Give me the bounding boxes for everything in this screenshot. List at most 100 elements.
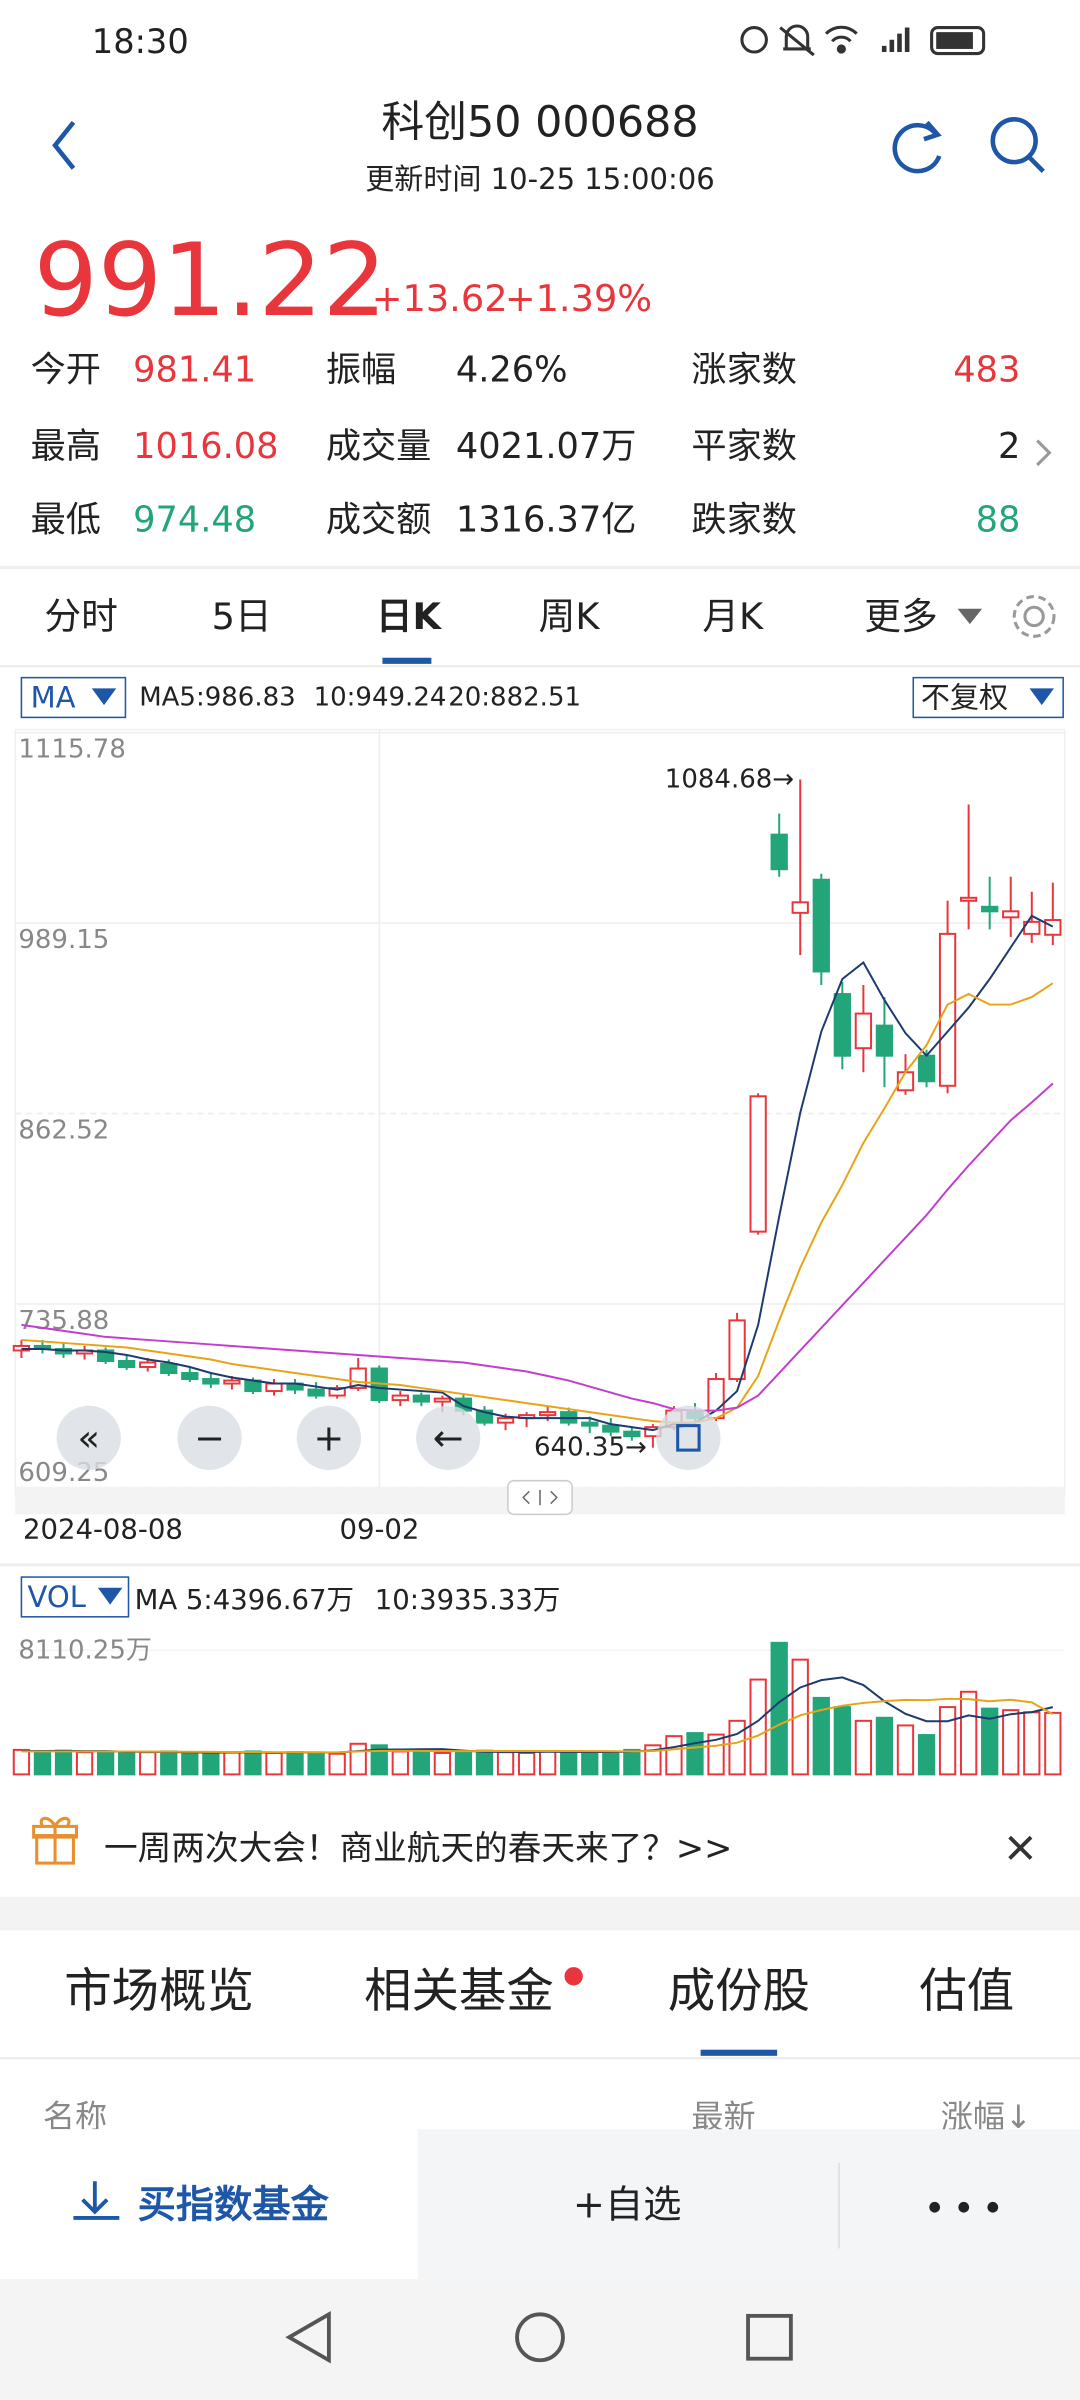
volume-bar [665, 1735, 683, 1776]
candle-body [391, 1394, 409, 1402]
volume-bar [96, 1750, 115, 1776]
volume-bar [412, 1751, 430, 1776]
settings-button[interactable] [1012, 595, 1056, 638]
volume-bar [202, 1752, 220, 1776]
period-tab[interactable]: 分时 [44, 595, 117, 638]
volume-bar [75, 1751, 94, 1776]
candle-body [833, 993, 851, 1057]
candle-body [875, 1024, 894, 1057]
volume-bar [875, 1716, 894, 1776]
period-tab[interactable]: 月K [702, 595, 764, 638]
title: 科创50 000688 [381, 97, 698, 147]
adjust-select[interactable] [912, 676, 1064, 719]
ma-line [21, 982, 1054, 1424]
divider [0, 2057, 1080, 2059]
candle-body [791, 901, 809, 914]
stat-label: 最低 [31, 500, 101, 541]
chart-frame [14, 728, 1066, 1496]
nav-recent[interactable] [746, 2313, 793, 2361]
stat-label: 跌家数 [691, 500, 797, 541]
volume-bar [33, 1750, 52, 1776]
candle-body [707, 1378, 725, 1420]
buy-area[interactable] [0, 2129, 418, 2280]
candle-body [581, 1421, 599, 1427]
stat-label: 今开 [31, 350, 101, 391]
stat-value: 4.26% [456, 350, 568, 391]
more-arrow[interactable] [1036, 439, 1052, 467]
candle-body [938, 932, 957, 1087]
gift-icon [32, 1816, 79, 1865]
price: 991.22 [34, 221, 387, 339]
stat-value: 981.41 [133, 350, 256, 391]
indicator: MA [31, 681, 76, 715]
period-tab[interactable]: 日K [376, 595, 443, 638]
nav-home[interactable] [515, 2312, 565, 2363]
indicator-select[interactable] [20, 676, 127, 719]
volume-bar [223, 1751, 241, 1776]
volume-bar [812, 1696, 830, 1776]
period-tab[interactable]: 更多 [864, 595, 937, 638]
period-tab[interactable]: 周K [539, 595, 601, 638]
section-tab[interactable]: 估值 [919, 1964, 1014, 2019]
candle-body [202, 1378, 220, 1385]
section-tab[interactable]: 成份股 [668, 1964, 810, 2019]
svg-text:«: « [77, 1416, 99, 1459]
volume-bar [496, 1751, 515, 1776]
stat-value: 2 [998, 426, 1020, 467]
volume-bar [12, 1748, 31, 1776]
vol-ma-label: MA 5:4396.67万 [135, 1584, 354, 1616]
buy-button[interactable]: 买指数基金 [138, 2184, 330, 2228]
volume-bar [623, 1748, 641, 1776]
banner-text[interactable]: 一周两次大会！商业航天的春天来了？>> [104, 1828, 732, 1867]
volume-bar [286, 1751, 304, 1776]
section-tab[interactable]: 市场概览 [64, 1964, 254, 2019]
y-tick-label: 862.52 [18, 1115, 109, 1145]
volume-bar [1044, 1711, 1062, 1776]
volume-bar [686, 1732, 704, 1776]
vol-ma-label: 10:3935.33万 [375, 1584, 561, 1616]
stat-value: 1016.08 [133, 426, 278, 467]
candle-body [981, 905, 999, 913]
stat-value: 4021.07万 [456, 426, 637, 467]
volume-bar [833, 1706, 851, 1776]
more-caret [957, 608, 983, 625]
volume-bar [1002, 1709, 1020, 1776]
search-button[interactable] [990, 117, 1045, 173]
y-tick-label: 8110.25万 [18, 1635, 152, 1665]
volume-bar [581, 1751, 599, 1776]
watch-button[interactable]: +自选 [573, 2184, 682, 2228]
adjust: 不复权 [921, 681, 1008, 715]
candle-body [139, 1361, 157, 1368]
period-tab[interactable]: 5日 [212, 595, 272, 638]
separator [838, 2162, 840, 2249]
more-button[interactable] [929, 2201, 999, 2213]
candle-body [433, 1397, 452, 1403]
svg-text:+: + [314, 1416, 345, 1459]
nav-back[interactable] [285, 2311, 331, 2364]
volume-bar [433, 1751, 452, 1776]
divider [0, 565, 1080, 570]
candle-body [770, 833, 788, 871]
subtitle: 更新时间 10-25 15:00:06 [365, 162, 715, 196]
section-tab[interactable]: 相关基金 [364, 1964, 554, 2019]
ma-label: 10:949.24 [314, 683, 447, 713]
volume-bar [854, 1719, 873, 1776]
caret [97, 1587, 123, 1605]
divider [0, 1563, 1080, 1567]
volume-bar [539, 1750, 557, 1776]
volume-bar [749, 1678, 767, 1776]
refresh-button[interactable] [892, 120, 942, 174]
volume-bar [770, 1641, 788, 1776]
buy-icon [73, 2181, 120, 2220]
zoom-controls[interactable]: « − + ← [56, 1405, 721, 1470]
banner-close[interactable] [1008, 1835, 1033, 1860]
volume-bar [517, 1751, 536, 1776]
back-button[interactable] [52, 120, 76, 170]
change-pct: +1.39% [505, 277, 652, 320]
vol-select[interactable] [20, 1576, 130, 1618]
candle-body [96, 1349, 115, 1362]
caret [91, 688, 117, 706]
candle-body [160, 1362, 178, 1375]
ma-line [21, 914, 1054, 1432]
